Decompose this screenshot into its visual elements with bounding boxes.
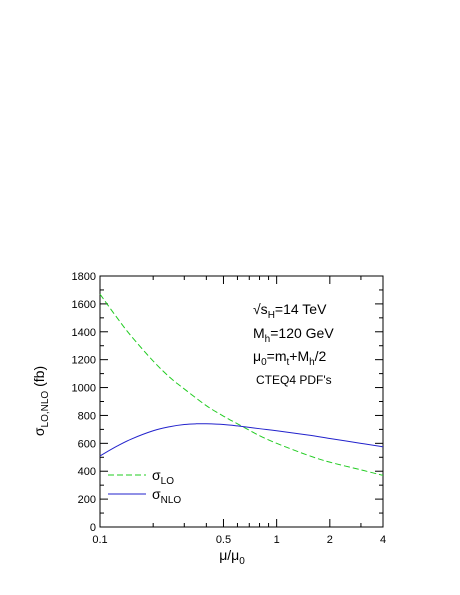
x-tick-label: 0.5: [216, 534, 231, 546]
x-axis-title-main: μ/μ: [219, 547, 239, 563]
x-tick-label: 4: [380, 534, 386, 546]
series-layer: [99, 293, 384, 476]
series-lo-line: [99, 293, 384, 476]
y-tick-label: 400: [78, 466, 96, 478]
y-tick-label: 1400: [72, 327, 96, 339]
annotation-energy: √sH=14 TeV: [253, 301, 327, 321]
y-tick-label: 0: [90, 522, 96, 534]
y-tick-label: 200: [78, 494, 96, 506]
y-axis-title-sub: LO,NLO: [40, 391, 51, 428]
y-axis-title-tail: (fb): [31, 366, 47, 391]
y-axis-title: σLO,NLO (fb): [31, 366, 51, 436]
annotation-scale: μ0=mt+Mh/2: [253, 348, 327, 368]
y-tick-label: 1200: [72, 355, 96, 367]
x-tick-label: 2: [327, 534, 333, 546]
y-tick-label: 600: [78, 438, 96, 450]
plot-frame: [99, 275, 384, 528]
axis-ticks: [99, 275, 384, 528]
series-nlo-line: [99, 423, 384, 457]
y-tick-label: 1600: [72, 299, 96, 311]
x-axis-title: μ/μ0: [219, 547, 245, 567]
y-tick-label: 1800: [72, 271, 96, 283]
legend-label-nlo: σNLO: [152, 486, 181, 506]
y-tick-label: 1000: [72, 383, 96, 395]
y-axis-title-main: σ: [31, 427, 47, 436]
x-tick-label: 1: [274, 534, 280, 546]
axis-tick-labels: 0.1 0.5 1 2 4 0 200 400 600 800 1000 1200 1400 1600 18…: [72, 271, 387, 546]
annotation-pdf: CTEQ4 PDF's: [256, 373, 332, 387]
x-tick-label: 0.1: [92, 534, 107, 546]
annotation-higgs-mass: Mh=120 GeV: [253, 325, 334, 345]
legend-label-lo: σLO: [152, 467, 174, 487]
y-tick-label: 800: [78, 410, 96, 422]
legend: σLO σNLO: [108, 467, 181, 506]
x-axis-title-sub: 0: [239, 556, 245, 567]
